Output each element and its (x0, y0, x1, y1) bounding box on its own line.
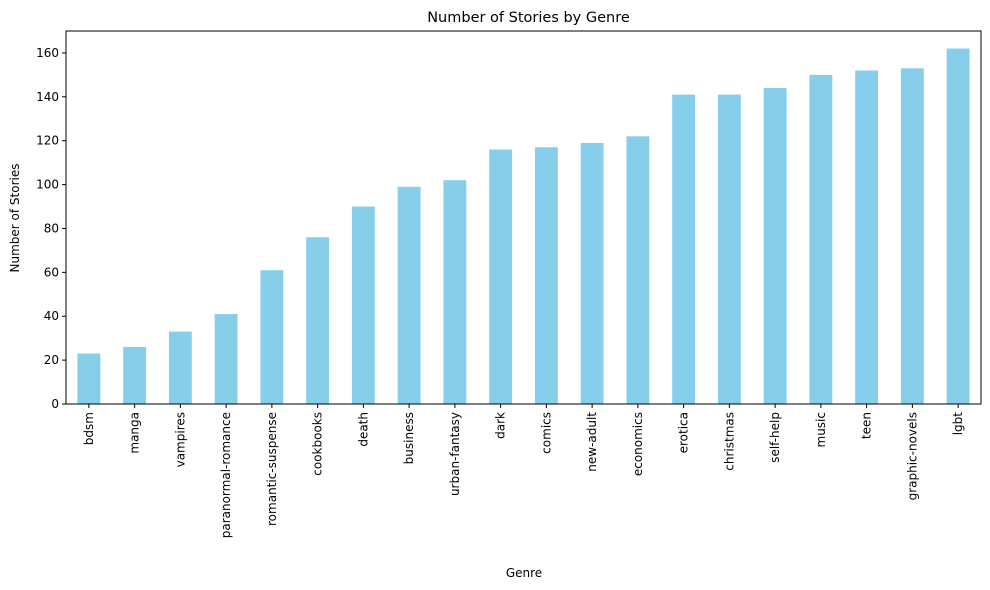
bar-paranormal-romance (214, 314, 238, 404)
x-tick-label: manga (128, 412, 142, 454)
bar-bdsm (77, 353, 101, 404)
plot-frame (65, 30, 982, 405)
bar-new-adult (580, 142, 604, 404)
bar-comics (534, 147, 558, 404)
x-axis-label: Genre (506, 566, 542, 580)
bar-vampires (168, 331, 192, 404)
y-tick-label: 40 (44, 309, 59, 323)
bar-music (809, 74, 833, 404)
bar-cookbooks (306, 237, 330, 404)
y-tick-label: 140 (36, 90, 59, 104)
x-tick-label: paranormal-romance (219, 412, 233, 538)
y-tick-label: 80 (44, 221, 59, 235)
y-tick-label: 60 (44, 265, 59, 279)
x-tick-label: economics (631, 412, 645, 476)
x-tick-label: vampires (173, 412, 187, 467)
x-axis: bdsm manga vampires paranormal-romance roman… (82, 404, 965, 538)
x-tick-label: comics (539, 412, 553, 454)
x-tick-label: christmas (722, 412, 736, 471)
bar-manga (123, 346, 147, 404)
x-tick-label: graphic-novels (905, 412, 919, 500)
x-tick-label: dark (494, 412, 508, 439)
x-tick-label: cookbooks (311, 412, 325, 476)
bar-self-help (763, 88, 787, 404)
bars (77, 48, 970, 405)
y-tick-label: 100 (36, 178, 59, 192)
bar-economics (626, 136, 650, 405)
bar-lgbt (946, 48, 970, 404)
bar-teen (855, 70, 879, 405)
bar-death (351, 206, 375, 404)
bar-graphic-novels (900, 68, 924, 405)
y-tick-label: 0 (51, 397, 59, 411)
x-tick-label: new-adult (585, 412, 599, 472)
x-tick-label: lgbt (951, 412, 965, 436)
x-tick-label: urban-fantasy (448, 412, 462, 496)
y-tick-label: 160 (36, 46, 59, 60)
bar-erotica (672, 94, 696, 405)
x-tick-label: bdsm (82, 412, 96, 445)
bar-romantic-suspense (260, 270, 284, 404)
x-tick-label: teen (860, 412, 874, 439)
bar-christmas (717, 94, 741, 405)
y-tick-label: 20 (44, 353, 59, 367)
y-axis-label: Number of Stories (8, 164, 22, 273)
chart-title: Number of Stories by Genre (427, 10, 630, 26)
x-tick-label: self-help (768, 412, 782, 463)
x-tick-label: romantic-suspense (265, 412, 279, 526)
x-tick-label: business (402, 412, 416, 464)
bar-dark (489, 149, 513, 404)
y-tick-label: 120 (36, 134, 59, 148)
bar-business (397, 186, 421, 404)
x-tick-label: music (814, 412, 828, 447)
bar-urban-fantasy (443, 180, 467, 404)
y-axis: 0 20 40 60 80 100 120 140 160 (36, 46, 66, 411)
x-tick-label: erotica (677, 412, 691, 453)
x-tick-label: death (356, 412, 370, 447)
